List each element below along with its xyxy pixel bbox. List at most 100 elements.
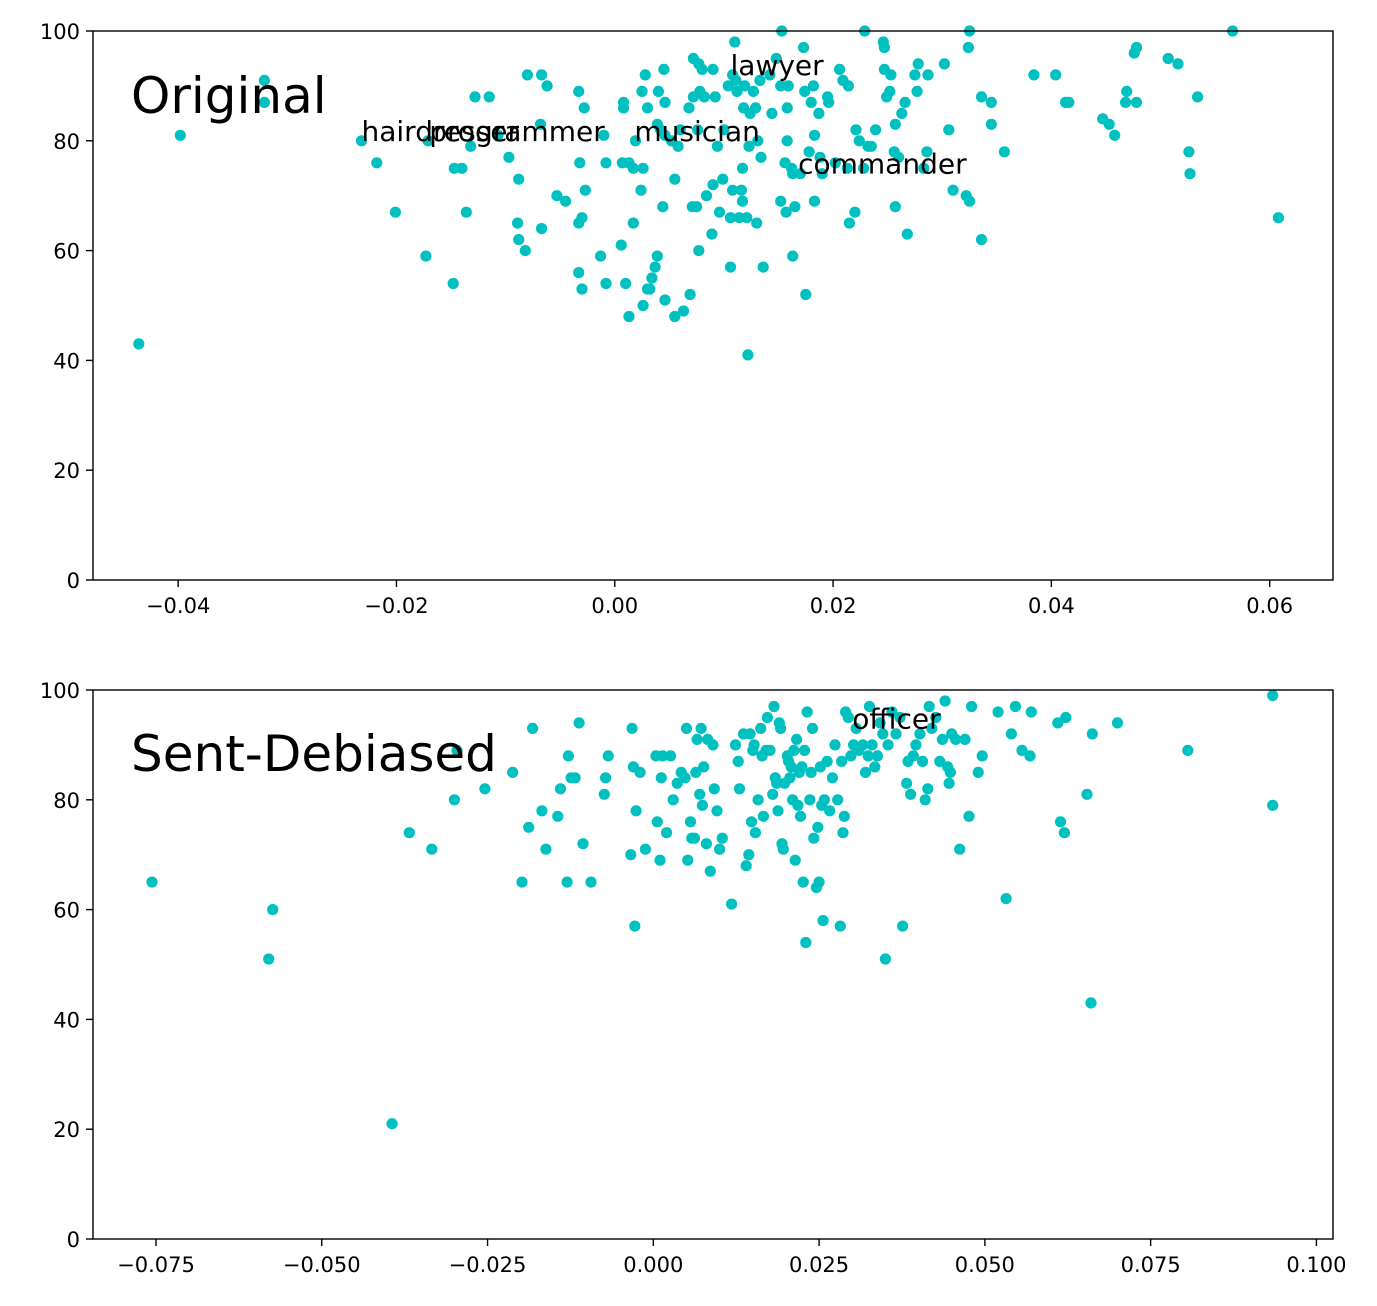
scatter-point — [540, 843, 552, 855]
scatter-point — [727, 184, 739, 196]
scatter-point — [805, 96, 817, 108]
y-tick-label: 60 — [53, 899, 80, 923]
scatter-point — [669, 310, 681, 323]
original-y-ticks: 0 20 40 60 80 100 — [40, 20, 93, 593]
scatter-point — [799, 85, 811, 97]
scatter-point — [901, 228, 913, 240]
scatter-point — [627, 162, 639, 174]
scatter-point — [717, 173, 729, 185]
scatter-point — [899, 96, 911, 108]
x-tick-label: −0.075 — [117, 1253, 195, 1277]
scatter-point — [258, 96, 270, 108]
scatter-point — [263, 953, 275, 965]
scatter-point — [541, 80, 553, 92]
scatter-point — [630, 805, 642, 817]
scatter-point — [803, 146, 815, 158]
scatter-point — [355, 135, 368, 147]
scatter-point — [761, 711, 774, 724]
scatter-point — [636, 85, 648, 97]
scatter-point — [743, 140, 755, 152]
scatter-point — [859, 766, 872, 779]
scatter-point — [736, 195, 749, 207]
scatter-point — [912, 58, 924, 70]
scatter-point — [985, 118, 997, 130]
scatter-point — [602, 750, 614, 762]
scatter-point — [959, 733, 971, 746]
scatter-point — [680, 722, 693, 735]
scatter-point — [523, 821, 535, 833]
scatter-point — [1086, 728, 1098, 740]
scatter-point — [744, 728, 756, 740]
x-tick-label: 0.06 — [1246, 594, 1293, 618]
scatter-point — [133, 338, 145, 350]
scatter-point — [1120, 96, 1132, 108]
scatter-point — [777, 843, 789, 855]
scatter-point — [698, 761, 710, 773]
scatter-point — [657, 201, 669, 213]
scatter-point — [684, 816, 697, 828]
scatter-point — [747, 85, 760, 97]
scatter-point — [1024, 750, 1036, 762]
scatter-point — [707, 739, 719, 751]
scatter-point — [943, 124, 955, 136]
x-tick-label: −0.025 — [449, 1253, 527, 1277]
scatter-point — [808, 129, 821, 141]
scatter-point — [629, 920, 641, 932]
scatter-point — [639, 843, 652, 855]
scatter-point — [801, 706, 813, 718]
scatter-point — [829, 157, 841, 169]
scatter-point — [718, 124, 730, 136]
scatter-point — [598, 788, 610, 800]
sent-debiased-axes-frame — [92, 689, 1334, 1240]
scatter-point — [657, 750, 669, 762]
scatter-point — [735, 184, 748, 196]
scatter-point — [552, 810, 564, 822]
scatter-point — [972, 766, 984, 779]
scatter-point — [516, 876, 528, 888]
scatter-point — [600, 772, 612, 784]
scatter-point — [939, 695, 951, 707]
scatter-point — [865, 140, 877, 152]
scatter-point — [730, 74, 742, 86]
scatter-point — [714, 843, 726, 855]
scatter-point — [926, 722, 938, 735]
scatter-point — [812, 821, 824, 833]
scatter-point — [842, 711, 854, 724]
scatter-point — [905, 788, 917, 800]
y-tick-label: 100 — [40, 20, 80, 44]
scatter-point — [954, 843, 966, 855]
x-tick-label: 0.04 — [1028, 594, 1075, 618]
scatter-point — [871, 750, 884, 762]
scatter-point — [808, 195, 821, 207]
scatter-point — [674, 124, 686, 136]
scatter-point — [1130, 96, 1143, 108]
y-tick-label: 20 — [53, 459, 80, 483]
scatter-point — [857, 739, 869, 751]
scatter-point — [837, 827, 849, 839]
scatter-point — [775, 722, 787, 735]
scatter-point — [258, 74, 270, 86]
scatter-point — [420, 250, 432, 262]
x-tick-label: 0.075 — [1121, 1253, 1181, 1277]
scatter-point — [732, 755, 744, 768]
scatter-point — [944, 766, 957, 779]
scatter-point — [736, 162, 749, 174]
scatter-point — [683, 102, 695, 114]
scatter-point — [742, 349, 754, 361]
y-tick-label: 20 — [53, 1118, 80, 1142]
scatter-point — [708, 783, 720, 795]
scatter-point — [146, 876, 158, 888]
scatter-point — [878, 41, 891, 54]
scatter-point — [829, 739, 841, 751]
scatter-point — [922, 783, 934, 795]
scatter-point — [757, 810, 770, 822]
scatter-point — [684, 288, 696, 301]
scatter-point — [911, 85, 923, 97]
scatter-point — [853, 135, 865, 147]
scatter-point — [791, 733, 803, 746]
scatter-point — [1050, 69, 1062, 81]
scatter-point — [578, 102, 590, 114]
scatter-point — [785, 761, 797, 773]
scatter-point — [560, 195, 572, 207]
